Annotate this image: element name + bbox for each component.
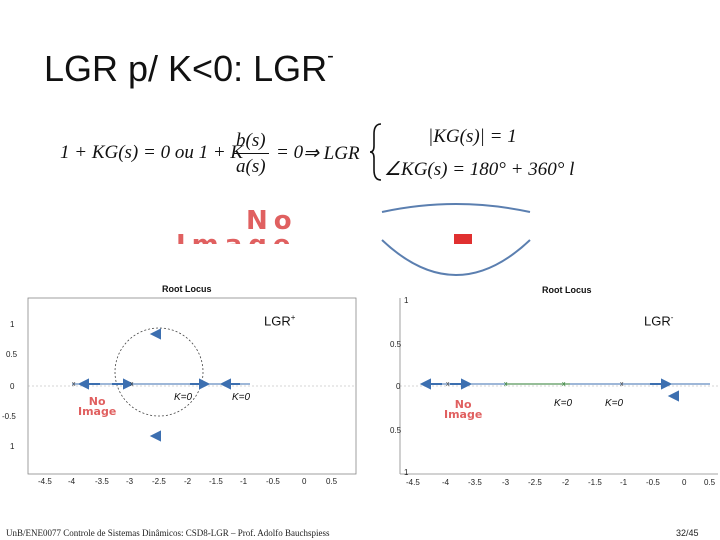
left-ytick-2: 0 xyxy=(10,382,15,391)
equation-lhs: 1 + KG(s) = 0 ou 1 + K xyxy=(60,142,244,163)
left-xtick-0: -4.5 xyxy=(38,477,52,486)
svg-text:x: x xyxy=(446,381,450,388)
svg-text:x: x xyxy=(620,381,624,388)
right-k0-label-1: K=0 xyxy=(554,398,573,409)
equation-denominator: a(s) xyxy=(236,156,266,177)
left-xtick-8: -0.5 xyxy=(266,477,280,486)
left-arrow-bottom xyxy=(149,430,161,442)
left-ytick-1: 0.5 xyxy=(6,350,18,359)
right-xtick-9: 0 xyxy=(682,478,687,487)
right-arrow-2-head xyxy=(461,378,473,390)
right-xtick-0: -4.5 xyxy=(406,478,420,487)
brace-icon xyxy=(369,123,382,181)
left-xtick-5: -2 xyxy=(184,477,192,486)
fraction-bar xyxy=(233,153,269,154)
equation-numerator: b(s) xyxy=(236,130,266,151)
left-xtick-4: -2.5 xyxy=(152,477,166,486)
left-xtick-2: -3.5 xyxy=(95,477,109,486)
left-k0-label-2: K=0 xyxy=(232,392,251,403)
right-xtick-6: -1.5 xyxy=(588,478,602,487)
right-xtick-4: -2.5 xyxy=(528,478,542,487)
right-k0-label-2: K=0 xyxy=(605,398,624,409)
left-arrow-3-head xyxy=(199,378,211,390)
right-xtick-2: -3.5 xyxy=(468,478,482,487)
left-xtick-10: 0.5 xyxy=(326,477,338,486)
right-no-image-icon: No Image xyxy=(444,398,483,421)
right-xtick-3: -3 xyxy=(502,478,510,487)
svg-text:x: x xyxy=(562,381,566,388)
left-arrow-1-head xyxy=(77,378,89,390)
svg-text:x: x xyxy=(130,381,134,388)
right-arrow-3-head xyxy=(661,378,673,390)
right-plot-title: Root Locus xyxy=(542,285,592,295)
left-ytick-4: 1 xyxy=(10,442,15,451)
left-k0-label-1: K=0 xyxy=(174,392,193,403)
right-arrow-4-head xyxy=(667,390,679,402)
right-lgr-label: LGR- xyxy=(644,313,674,329)
right-arrow-1-head xyxy=(419,378,431,390)
no-image-placeholder: No Image xyxy=(176,206,298,244)
left-locus-circle xyxy=(114,327,204,417)
page-number: 32/45 xyxy=(676,528,699,538)
left-root-locus-plot: x x xyxy=(27,297,357,475)
right-ytick-0: 1 xyxy=(404,296,409,305)
left-ytick-3: -0.5 xyxy=(2,412,16,421)
left-lgr-label: LGR+ xyxy=(264,313,296,329)
right-xtick-8: -0.5 xyxy=(646,478,660,487)
left-xtick-3: -3 xyxy=(126,477,134,486)
svg-text:x: x xyxy=(504,381,508,388)
left-xtick-6: -1.5 xyxy=(209,477,223,486)
left-no-image-icon: No Image xyxy=(78,395,117,418)
right-xtick-5: -2 xyxy=(562,478,570,487)
left-arrow-2-head xyxy=(123,378,135,390)
left-ytick-0: 1 xyxy=(10,320,15,329)
right-ytick-2: 0 xyxy=(396,382,401,391)
slide-title: LGR p/ K<0: LGR- xyxy=(44,45,334,89)
equation-implies: ⇒ LGR xyxy=(303,143,360,164)
angle-condition: ∠KG(s) = 180° + 360° l xyxy=(384,159,575,180)
right-xtick-10: 0.5 xyxy=(704,478,716,487)
equation-equals-zero: = 0 xyxy=(276,142,304,163)
left-xtick-7: -1 xyxy=(240,477,248,486)
magnitude-condition: |KG(s)| = 1 xyxy=(428,126,517,147)
highlight-circle xyxy=(381,203,531,276)
left-xtick-1: -4 xyxy=(68,477,76,486)
footer-text: UnB/ENE0077 Controle de Sistemas Dinâmic… xyxy=(6,528,330,538)
left-plot-title: Root Locus xyxy=(162,284,212,294)
left-xtick-9: 0 xyxy=(302,477,307,486)
right-ytick-1: 0.5 xyxy=(390,340,402,349)
right-xtick-1: -4 xyxy=(442,478,450,487)
right-ytick-3: 0.5 xyxy=(390,426,402,435)
left-arrow-top xyxy=(149,328,161,340)
right-xtick-7: -1 xyxy=(620,478,628,487)
right-ytick-4: 1 xyxy=(404,468,409,477)
right-root-locus-plot: x x x x xyxy=(399,298,718,475)
left-arrow-4-head xyxy=(219,378,231,390)
svg-text:x: x xyxy=(72,381,76,388)
